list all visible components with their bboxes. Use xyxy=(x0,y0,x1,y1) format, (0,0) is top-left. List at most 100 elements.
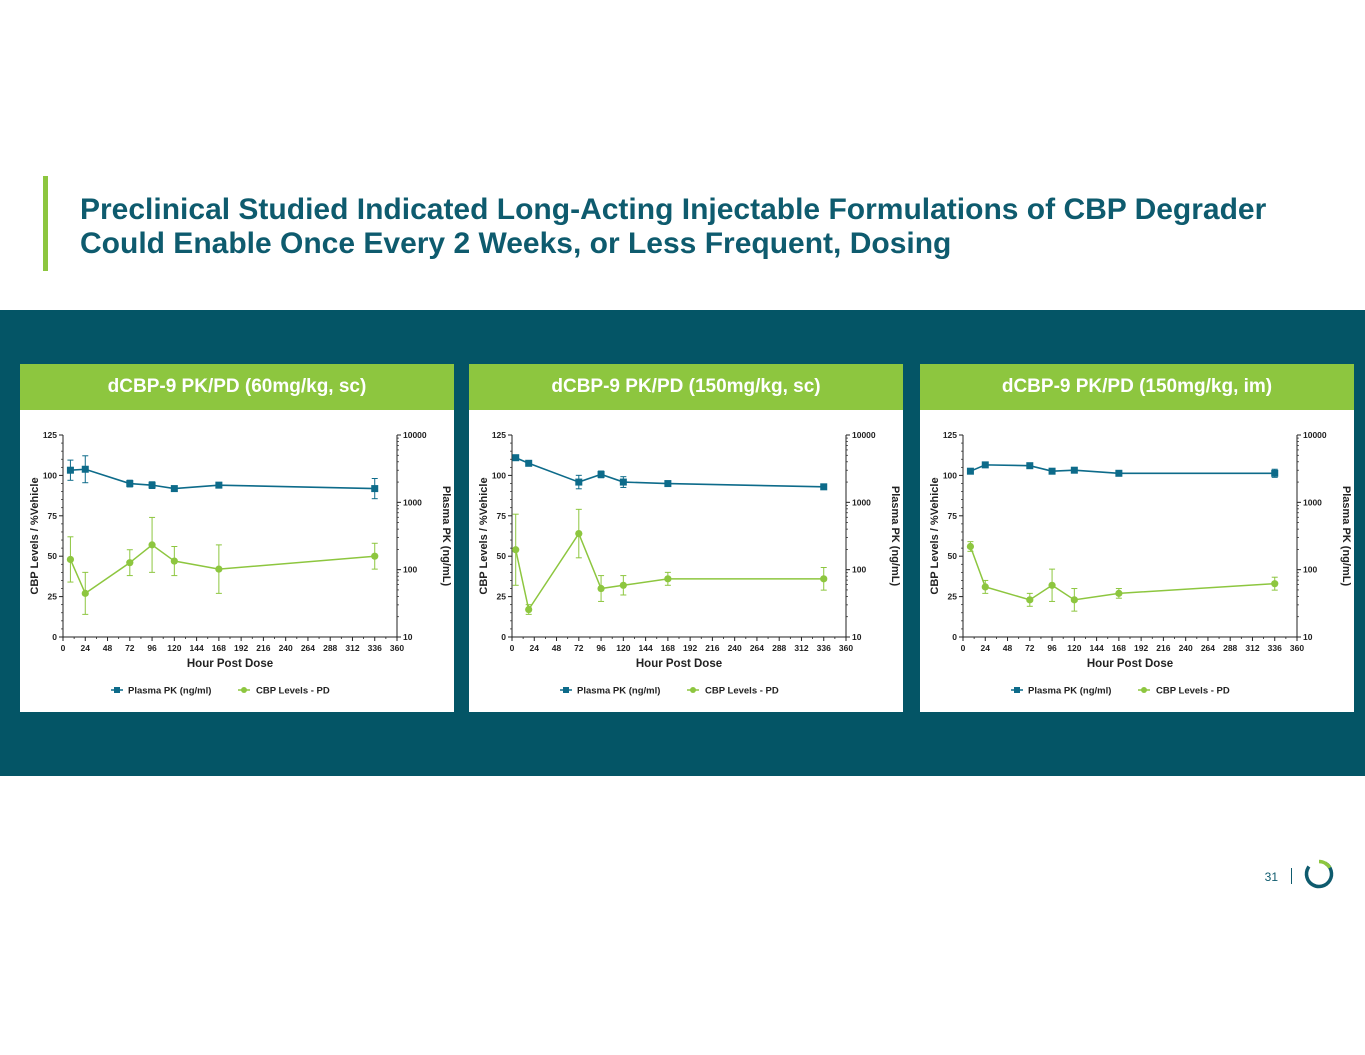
x-tick-label: 216 xyxy=(1156,643,1170,653)
y-right-tick-label: 10 xyxy=(852,632,862,642)
legend-label-plasma-pk: Plasma PK (ng/ml) xyxy=(1028,686,1111,697)
x-tick-label: 0 xyxy=(961,643,966,653)
x-tick-label: 360 xyxy=(390,643,404,653)
series-line-cbp-pd xyxy=(69,543,375,595)
y-left-tick-label: 50 xyxy=(497,551,507,561)
x-tick-label: 192 xyxy=(1134,643,1148,653)
x-tick-label: 24 xyxy=(530,643,540,653)
x-tick-label: 216 xyxy=(256,643,270,653)
data-point-plasma-pk xyxy=(966,467,974,475)
data-point-cbp-pd xyxy=(371,552,379,560)
data-point-cbp-pd xyxy=(81,589,89,597)
legend-label-cbp-pd: CBP Levels - PD xyxy=(256,686,330,697)
legend-marker-cbp-pd xyxy=(1141,687,1147,693)
data-point-plasma-pk xyxy=(1070,466,1078,474)
data-point-cbp-pd xyxy=(215,565,223,573)
data-point-plasma-pk xyxy=(597,470,605,478)
data-point-cbp-pd xyxy=(981,583,989,591)
x-tick-label: 0 xyxy=(61,643,66,653)
x-axis-title: Hour Post Dose xyxy=(636,658,722,670)
x-tick-label: 360 xyxy=(839,643,853,653)
x-tick-label: 72 xyxy=(1025,643,1035,653)
x-tick-label: 168 xyxy=(661,643,675,653)
data-point-plasma-pk xyxy=(215,481,223,489)
data-point-cbp-pd xyxy=(966,542,975,551)
data-point-cbp-pd xyxy=(1048,581,1056,589)
data-point-plasma-pk xyxy=(1048,467,1056,475)
x-tick-label: 360 xyxy=(1290,643,1304,653)
x-tick-label: 144 xyxy=(190,643,204,653)
x-tick-label: 48 xyxy=(103,643,113,653)
data-point-cbp-pd xyxy=(664,575,672,583)
y-right-tick-label: 10000 xyxy=(403,430,427,440)
y-left-axis-title: CBP Levels / %Vehicle xyxy=(929,477,941,594)
chart-panel-title: dCBP-9 PK/PD (60mg/kg, sc) xyxy=(20,364,454,410)
x-tick-label: 168 xyxy=(212,643,226,653)
x-tick-label: 48 xyxy=(552,643,562,653)
data-point-plasma-pk xyxy=(81,465,89,473)
y-right-axis-title: Plasma PK (ng/mL) xyxy=(1340,486,1352,587)
x-tick-label: 120 xyxy=(167,643,181,653)
data-point-cbp-pd xyxy=(512,546,520,554)
x-tick-label: 48 xyxy=(1003,643,1013,653)
data-point-cbp-pd xyxy=(170,557,178,565)
data-point-plasma-pk xyxy=(981,461,989,469)
ring-logo-icon xyxy=(1304,859,1334,889)
data-point-plasma-pk xyxy=(525,459,533,467)
x-tick-label: 144 xyxy=(639,643,653,653)
y-right-tick-label: 10 xyxy=(1303,632,1313,642)
y-left-tick-label: 125 xyxy=(943,430,957,440)
y-right-tick-label: 1000 xyxy=(852,497,871,507)
y-left-tick-label: 50 xyxy=(48,551,58,561)
x-tick-label: 240 xyxy=(728,643,742,653)
x-tick-label: 0 xyxy=(510,643,515,653)
x-tick-label: 336 xyxy=(817,643,831,653)
x-tick-label: 168 xyxy=(1112,643,1126,653)
x-tick-label: 288 xyxy=(1223,643,1237,653)
x-tick-label: 120 xyxy=(1067,643,1081,653)
y-left-tick-label: 25 xyxy=(497,592,507,602)
data-point-plasma-pk xyxy=(126,480,134,488)
y-right-tick-label: 100 xyxy=(1303,565,1317,575)
y-left-tick-label: 125 xyxy=(492,430,506,440)
y-left-tick-label: 0 xyxy=(52,632,57,642)
x-axis-title: Hour Post Dose xyxy=(187,658,273,670)
data-point-plasma-pk xyxy=(66,466,74,474)
y-right-axis-title: Plasma PK (ng/mL) xyxy=(440,486,452,587)
x-tick-label: 96 xyxy=(596,643,606,653)
data-point-plasma-pk xyxy=(170,485,178,493)
legend-label-cbp-pd: CBP Levels - PD xyxy=(705,686,779,697)
x-tick-label: 264 xyxy=(1201,643,1215,653)
x-tick-label: 72 xyxy=(574,643,584,653)
data-point-cbp-pd xyxy=(525,605,533,614)
data-point-cbp-pd xyxy=(1271,580,1279,588)
legend-label-cbp-pd: CBP Levels - PD xyxy=(1156,686,1230,697)
x-axis-title: Hour Post Dose xyxy=(1087,658,1173,670)
x-tick-label: 144 xyxy=(1090,643,1104,653)
data-point-plasma-pk xyxy=(148,481,156,489)
y-right-tick-label: 10000 xyxy=(852,430,876,440)
x-tick-label: 192 xyxy=(683,643,697,653)
y-left-tick-label: 50 xyxy=(948,551,958,561)
data-point-cbp-pd xyxy=(1115,589,1123,597)
x-tick-label: 240 xyxy=(279,643,293,653)
legend-label-plasma-pk: Plasma PK (ng/ml) xyxy=(128,686,211,697)
chart-panel-title: dCBP-9 PK/PD (150mg/kg, im) xyxy=(920,364,1354,410)
y-left-tick-label: 25 xyxy=(948,592,958,602)
x-tick-label: 24 xyxy=(981,643,991,653)
y-left-tick-label: 75 xyxy=(948,511,958,521)
x-tick-label: 288 xyxy=(323,643,337,653)
y-right-tick-label: 100 xyxy=(852,565,866,575)
legend-label-plasma-pk: Plasma PK (ng/ml) xyxy=(577,686,660,697)
x-tick-label: 72 xyxy=(125,643,135,653)
y-right-axis-title: Plasma PK (ng/mL) xyxy=(889,486,901,587)
y-left-tick-label: 100 xyxy=(43,470,57,480)
legend-marker-plasma-pk xyxy=(1014,687,1020,693)
series-line-plasma-pk xyxy=(970,464,1275,475)
x-tick-label: 96 xyxy=(147,643,157,653)
series-line-cbp-pd xyxy=(514,531,824,612)
title-accent-bar xyxy=(43,176,48,271)
y-right-tick-label: 1000 xyxy=(403,497,422,507)
y-left-tick-label: 0 xyxy=(501,632,506,642)
y-left-tick-label: 100 xyxy=(492,470,506,480)
